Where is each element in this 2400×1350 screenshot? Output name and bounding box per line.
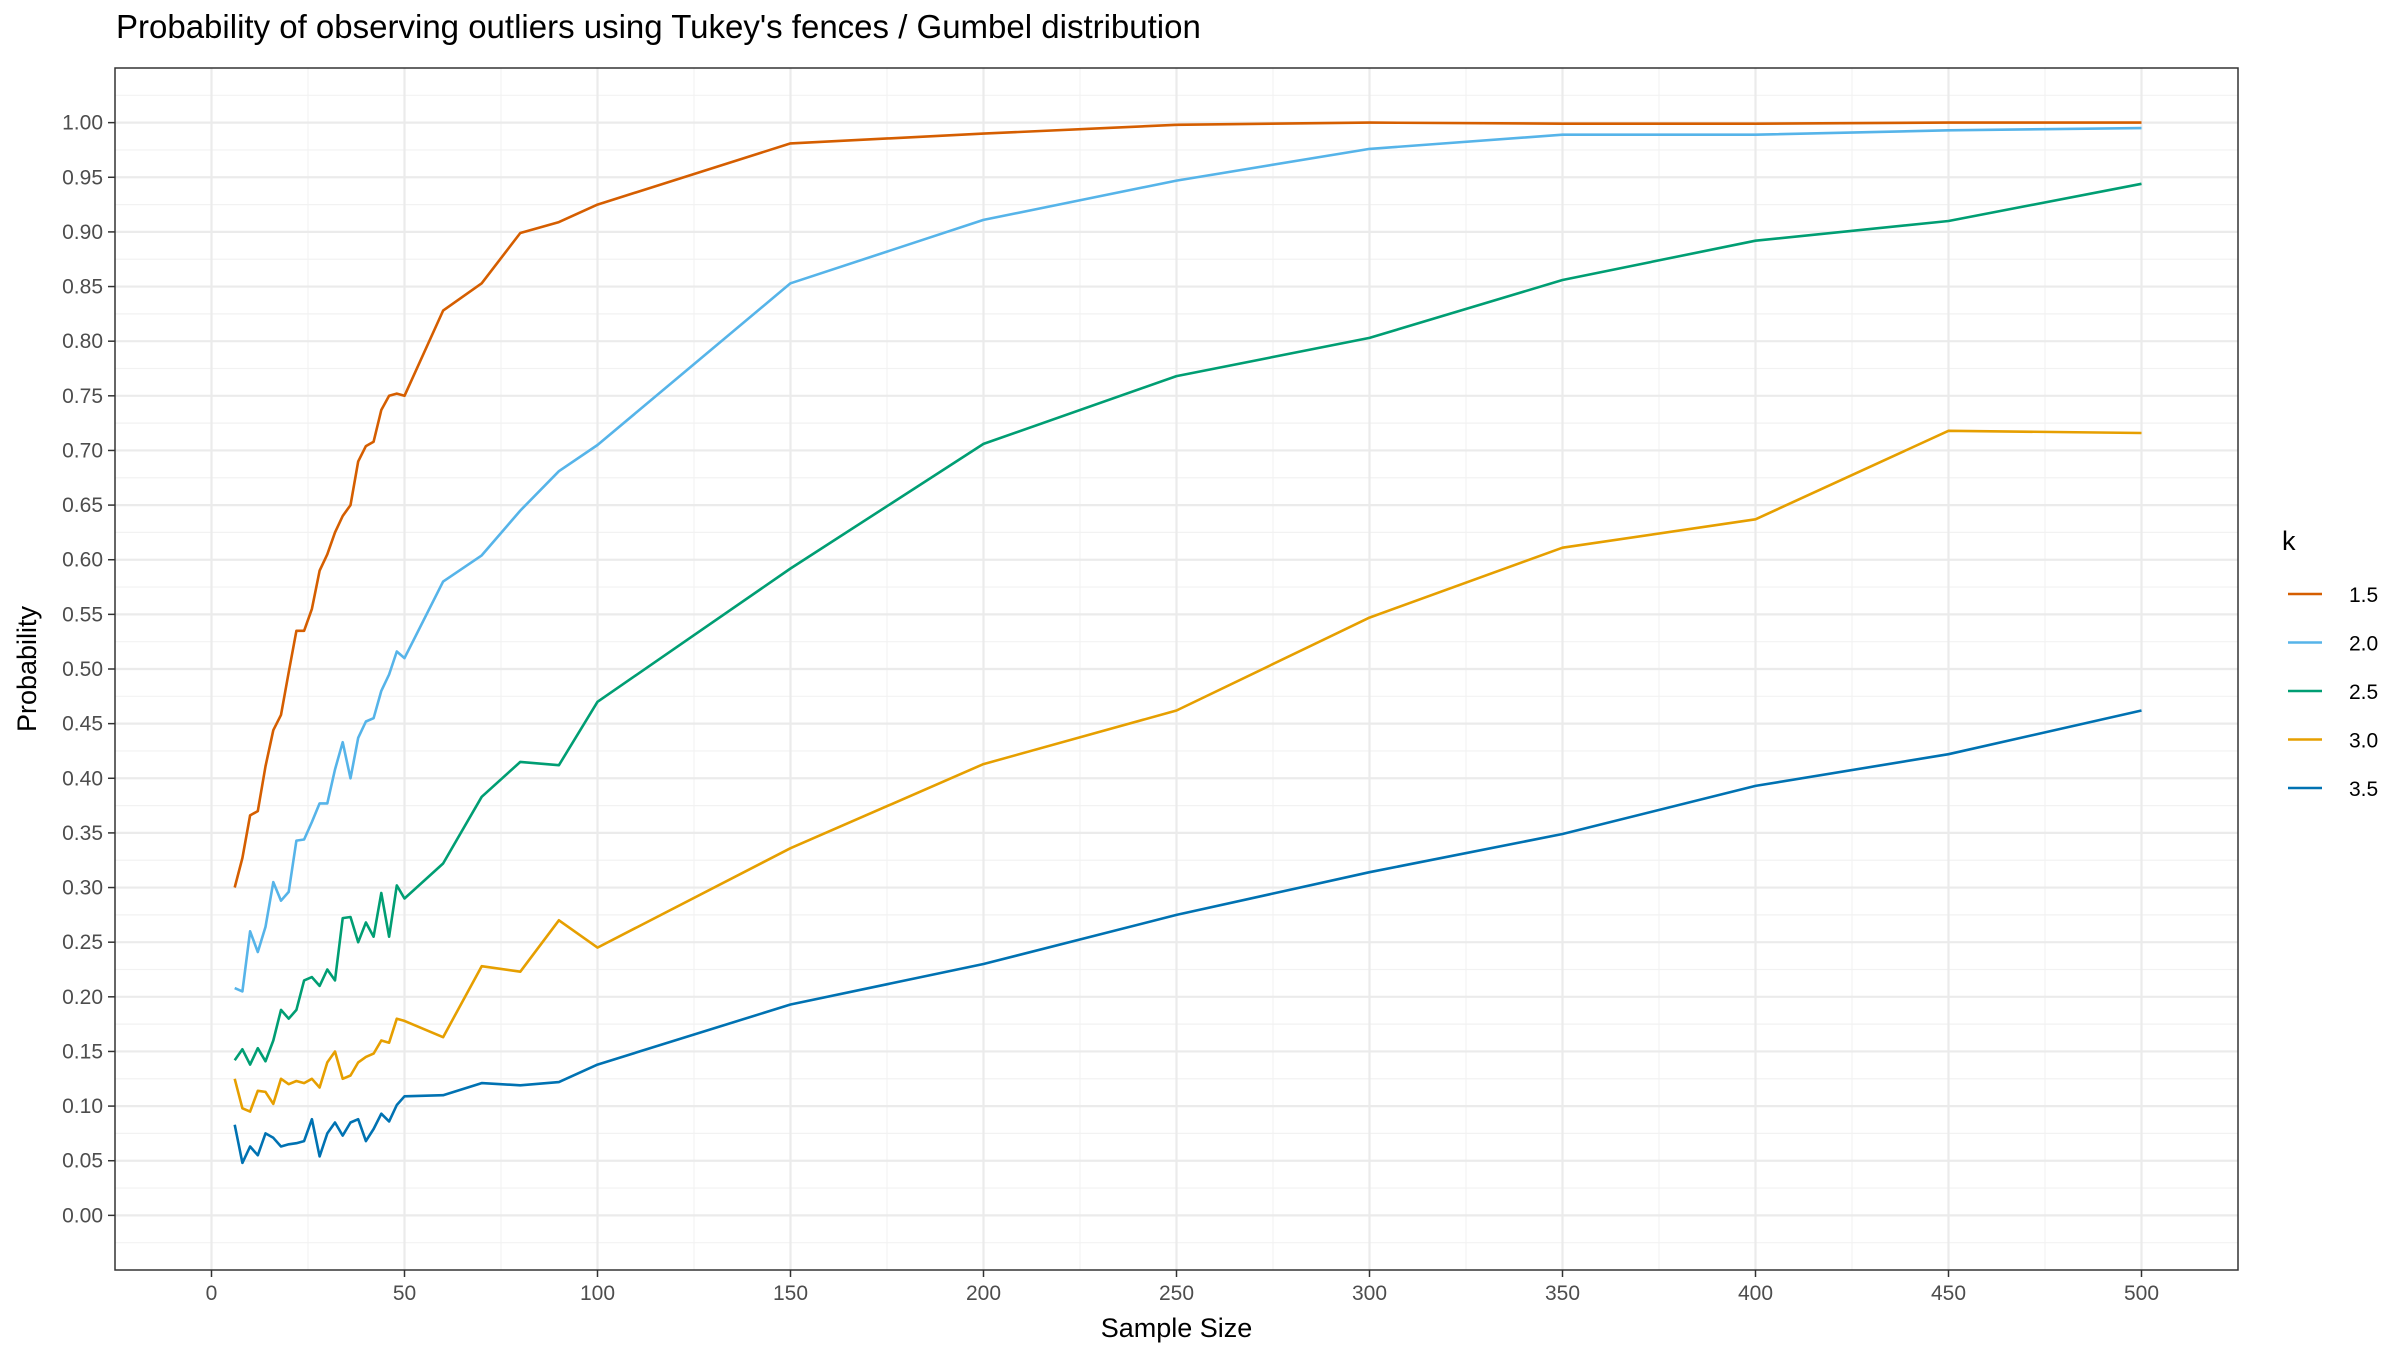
- y-axis-ticks: 0.00 0.05 0.10 0.15 0.20 0.25 0.30 0.35 0.40 0.45…: [62, 112, 115, 1227]
- y-tick-label: 0.55: [62, 603, 103, 626]
- x-tick-label: 50: [393, 1282, 416, 1305]
- y-tick-label: 0.80: [62, 330, 103, 353]
- x-tick-label: 150: [773, 1282, 808, 1305]
- y-tick-label: 0.20: [62, 986, 103, 1009]
- y-tick-label: 0.00: [62, 1204, 103, 1227]
- y-tick-label: 0.35: [62, 822, 103, 845]
- x-tick-label: 0: [206, 1282, 218, 1305]
- y-tick-label: 0.05: [62, 1150, 103, 1173]
- y-tick-label: 0.60: [62, 549, 103, 572]
- legend-label-k-1-5: 1.5: [2349, 584, 2378, 607]
- x-axis-ticks: 0 50 100 150 200 250 300 350 400 450 500: [206, 1270, 2159, 1305]
- x-tick-label: 300: [1352, 1282, 1387, 1305]
- legend-label-k-2-0: 2.0: [2349, 633, 2378, 656]
- legend: k 1.5 2.0 2.5 3.0 3.5: [2282, 526, 2378, 801]
- y-tick-label: 0.85: [62, 276, 103, 299]
- y-tick-label: 0.75: [62, 385, 103, 408]
- series-line-k-3-5: [233, 709, 2142, 1165]
- y-tick-label: 0.10: [62, 1095, 103, 1118]
- y-tick-label: 0.30: [62, 877, 103, 900]
- x-tick-label: 500: [2124, 1282, 2159, 1305]
- series-lines: [233, 121, 2142, 1165]
- y-tick-label: 0.70: [62, 439, 103, 462]
- y-tick-label: 1.00: [62, 112, 103, 135]
- y-tick-label: 0.40: [62, 767, 103, 790]
- y-tick-label: 0.95: [62, 166, 103, 189]
- x-axis-title: Sample Size: [1101, 1313, 1253, 1343]
- series-line-k-2-5: [233, 182, 2142, 1066]
- legend-label-k-3-5: 3.5: [2349, 778, 2378, 801]
- y-tick-label: 0.45: [62, 713, 103, 736]
- y-tick-label: 0.65: [62, 494, 103, 517]
- legend-title: k: [2282, 526, 2296, 556]
- x-tick-label: 450: [1931, 1282, 1966, 1305]
- x-tick-label: 200: [966, 1282, 1001, 1305]
- chart-title: Probability of observing outliers using …: [116, 8, 1201, 45]
- x-tick-label: 100: [580, 1282, 615, 1305]
- y-axis-title: Probability: [12, 605, 42, 732]
- x-tick-label: 250: [1159, 1282, 1194, 1305]
- x-tick-label: 400: [1738, 1282, 1773, 1305]
- x-tick-label: 350: [1545, 1282, 1580, 1305]
- y-tick-label: 0.50: [62, 658, 103, 681]
- legend-label-k-2-5: 2.5: [2349, 681, 2378, 704]
- series-line-k-3-0: [233, 429, 2142, 1113]
- series-line-k-1-5: [233, 121, 2142, 888]
- legend-label-k-3-0: 3.0: [2349, 730, 2378, 753]
- y-tick-label: 0.90: [62, 221, 103, 244]
- y-tick-label: 0.25: [62, 931, 103, 954]
- y-tick-label: 0.15: [62, 1040, 103, 1063]
- legend-items: 1.5 2.0 2.5 3.0 3.5: [2288, 584, 2378, 801]
- series-line-k-2-0: [234, 126, 2142, 993]
- major-gridlines: [115, 68, 2238, 1270]
